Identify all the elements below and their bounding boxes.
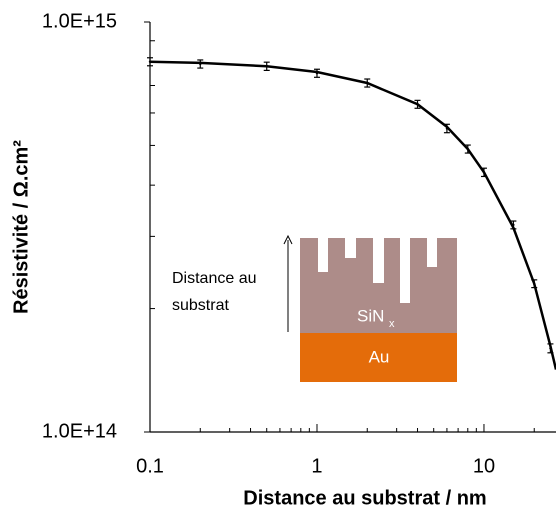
y-axis-title: Résistivité / Ω.cm² (10, 140, 32, 314)
inset-label: Distance au (172, 270, 257, 287)
arrow-head (283, 234, 293, 245)
y-tick-label: 1.0E+15 (42, 10, 117, 32)
x-tick-label: 1 (311, 455, 322, 477)
x-tick-label: 10 (473, 455, 495, 477)
layer-label: Au (369, 347, 390, 366)
x-tick-label: 0.1 (136, 455, 164, 477)
au-layer (300, 333, 457, 382)
fit-line (149, 60, 556, 370)
sinx-layer (300, 238, 457, 333)
inset: Distance au substrat SiN x Au (172, 234, 457, 382)
x-axis-title: Distance au substrat / nm (243, 487, 486, 509)
inset-label: substrat (172, 297, 229, 314)
layer-label: SiN (357, 306, 384, 325)
layer-label-sub: x (389, 318, 395, 330)
y-tick-label: 1.0E+14 (42, 420, 117, 442)
